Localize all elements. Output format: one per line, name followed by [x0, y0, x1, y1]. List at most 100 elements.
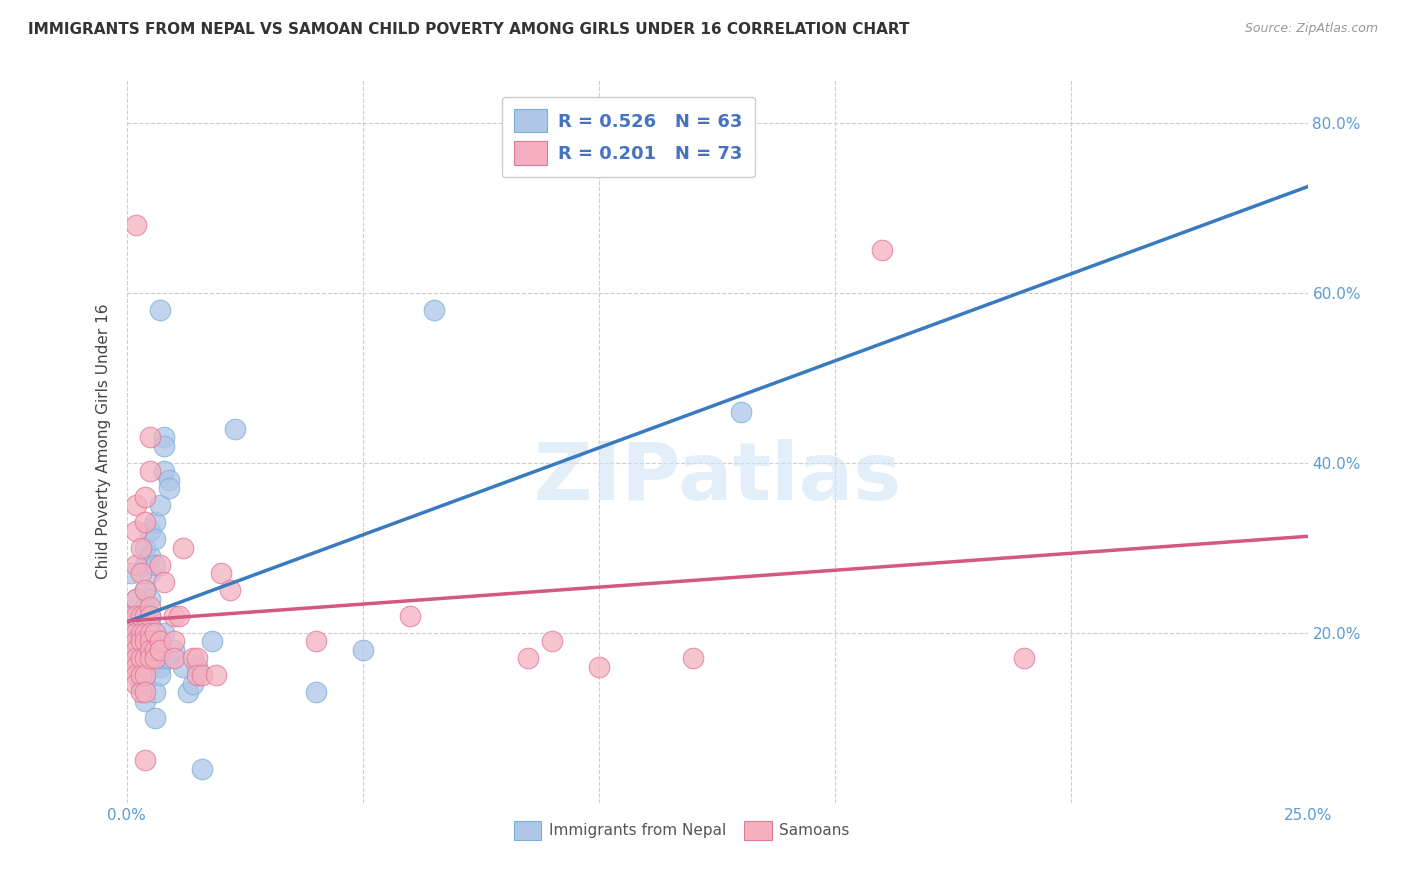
Point — [139, 524, 162, 538]
Point — [139, 608, 162, 623]
Point — [129, 651, 152, 665]
Point — [125, 617, 148, 632]
Point — [125, 558, 148, 572]
Point — [129, 651, 152, 665]
Point — [153, 651, 176, 665]
Point — [139, 600, 162, 615]
Point — [186, 651, 208, 665]
Y-axis label: Child Poverty Among Girls Under 16: Child Poverty Among Girls Under 16 — [96, 304, 111, 579]
Point — [134, 677, 156, 691]
Point — [125, 625, 148, 640]
Point — [143, 533, 166, 547]
Point — [134, 634, 156, 648]
Point — [129, 660, 152, 674]
Point — [143, 642, 166, 657]
Point — [205, 668, 228, 682]
Point — [134, 608, 156, 623]
Point — [143, 558, 166, 572]
Point — [872, 244, 894, 258]
Point — [120, 566, 142, 581]
Point — [163, 651, 186, 665]
Point — [181, 651, 204, 665]
Point — [125, 651, 148, 665]
Point — [209, 566, 232, 581]
Point — [139, 464, 162, 478]
Point — [186, 660, 208, 674]
Point — [172, 541, 194, 555]
Point — [134, 608, 156, 623]
Point — [143, 625, 166, 640]
Point — [134, 558, 156, 572]
Point — [588, 660, 610, 674]
Point — [129, 685, 152, 699]
Point — [129, 625, 152, 640]
Point — [219, 583, 242, 598]
Text: Source: ZipAtlas.com: Source: ZipAtlas.com — [1244, 22, 1378, 36]
Point — [125, 642, 148, 657]
Point — [120, 642, 142, 657]
Point — [153, 464, 176, 478]
Point — [125, 660, 148, 674]
Point — [134, 668, 156, 682]
Point — [125, 218, 148, 232]
Point — [125, 498, 148, 512]
Point — [125, 524, 148, 538]
Point — [200, 634, 222, 648]
Point — [139, 566, 162, 581]
Point — [149, 302, 172, 317]
Point — [134, 685, 156, 699]
Point — [399, 608, 422, 623]
Point — [149, 634, 172, 648]
Point — [186, 668, 208, 682]
Point — [129, 566, 152, 581]
Point — [134, 516, 156, 530]
Point — [143, 651, 166, 665]
Point — [134, 668, 156, 682]
Point — [120, 660, 142, 674]
Point — [134, 694, 156, 708]
Point — [134, 600, 156, 615]
Point — [191, 668, 214, 682]
Point — [139, 549, 162, 564]
Point — [149, 660, 172, 674]
Point — [163, 608, 186, 623]
Point — [125, 591, 148, 606]
Point — [153, 625, 176, 640]
Point — [134, 583, 156, 598]
Point — [125, 591, 148, 606]
Text: IMMIGRANTS FROM NEPAL VS SAMOAN CHILD POVERTY AMONG GIRLS UNDER 16 CORRELATION C: IMMIGRANTS FROM NEPAL VS SAMOAN CHILD PO… — [28, 22, 910, 37]
Point — [134, 625, 156, 640]
Point — [129, 541, 152, 555]
Point — [682, 651, 704, 665]
Point — [224, 422, 246, 436]
Text: ZIPatlas: ZIPatlas — [533, 439, 901, 516]
Point — [172, 660, 194, 674]
Point — [120, 651, 142, 665]
Point — [149, 642, 172, 657]
Point — [730, 405, 752, 419]
Point — [157, 473, 180, 487]
Point — [143, 685, 166, 699]
Point — [540, 634, 562, 648]
Point — [134, 651, 156, 665]
Point — [157, 481, 180, 495]
Point — [1012, 651, 1035, 665]
Point — [139, 634, 162, 648]
Point — [157, 651, 180, 665]
Point — [134, 541, 156, 555]
Point — [143, 516, 166, 530]
Point — [139, 651, 162, 665]
Point — [143, 711, 166, 725]
Point — [149, 634, 172, 648]
Point — [139, 608, 162, 623]
Point — [153, 430, 176, 444]
Point — [134, 583, 156, 598]
Point — [139, 591, 162, 606]
Point — [125, 634, 148, 648]
Point — [139, 617, 162, 632]
Point — [139, 660, 162, 674]
Point — [167, 608, 190, 623]
Point — [120, 617, 142, 632]
Point — [149, 651, 172, 665]
Point — [304, 685, 326, 699]
